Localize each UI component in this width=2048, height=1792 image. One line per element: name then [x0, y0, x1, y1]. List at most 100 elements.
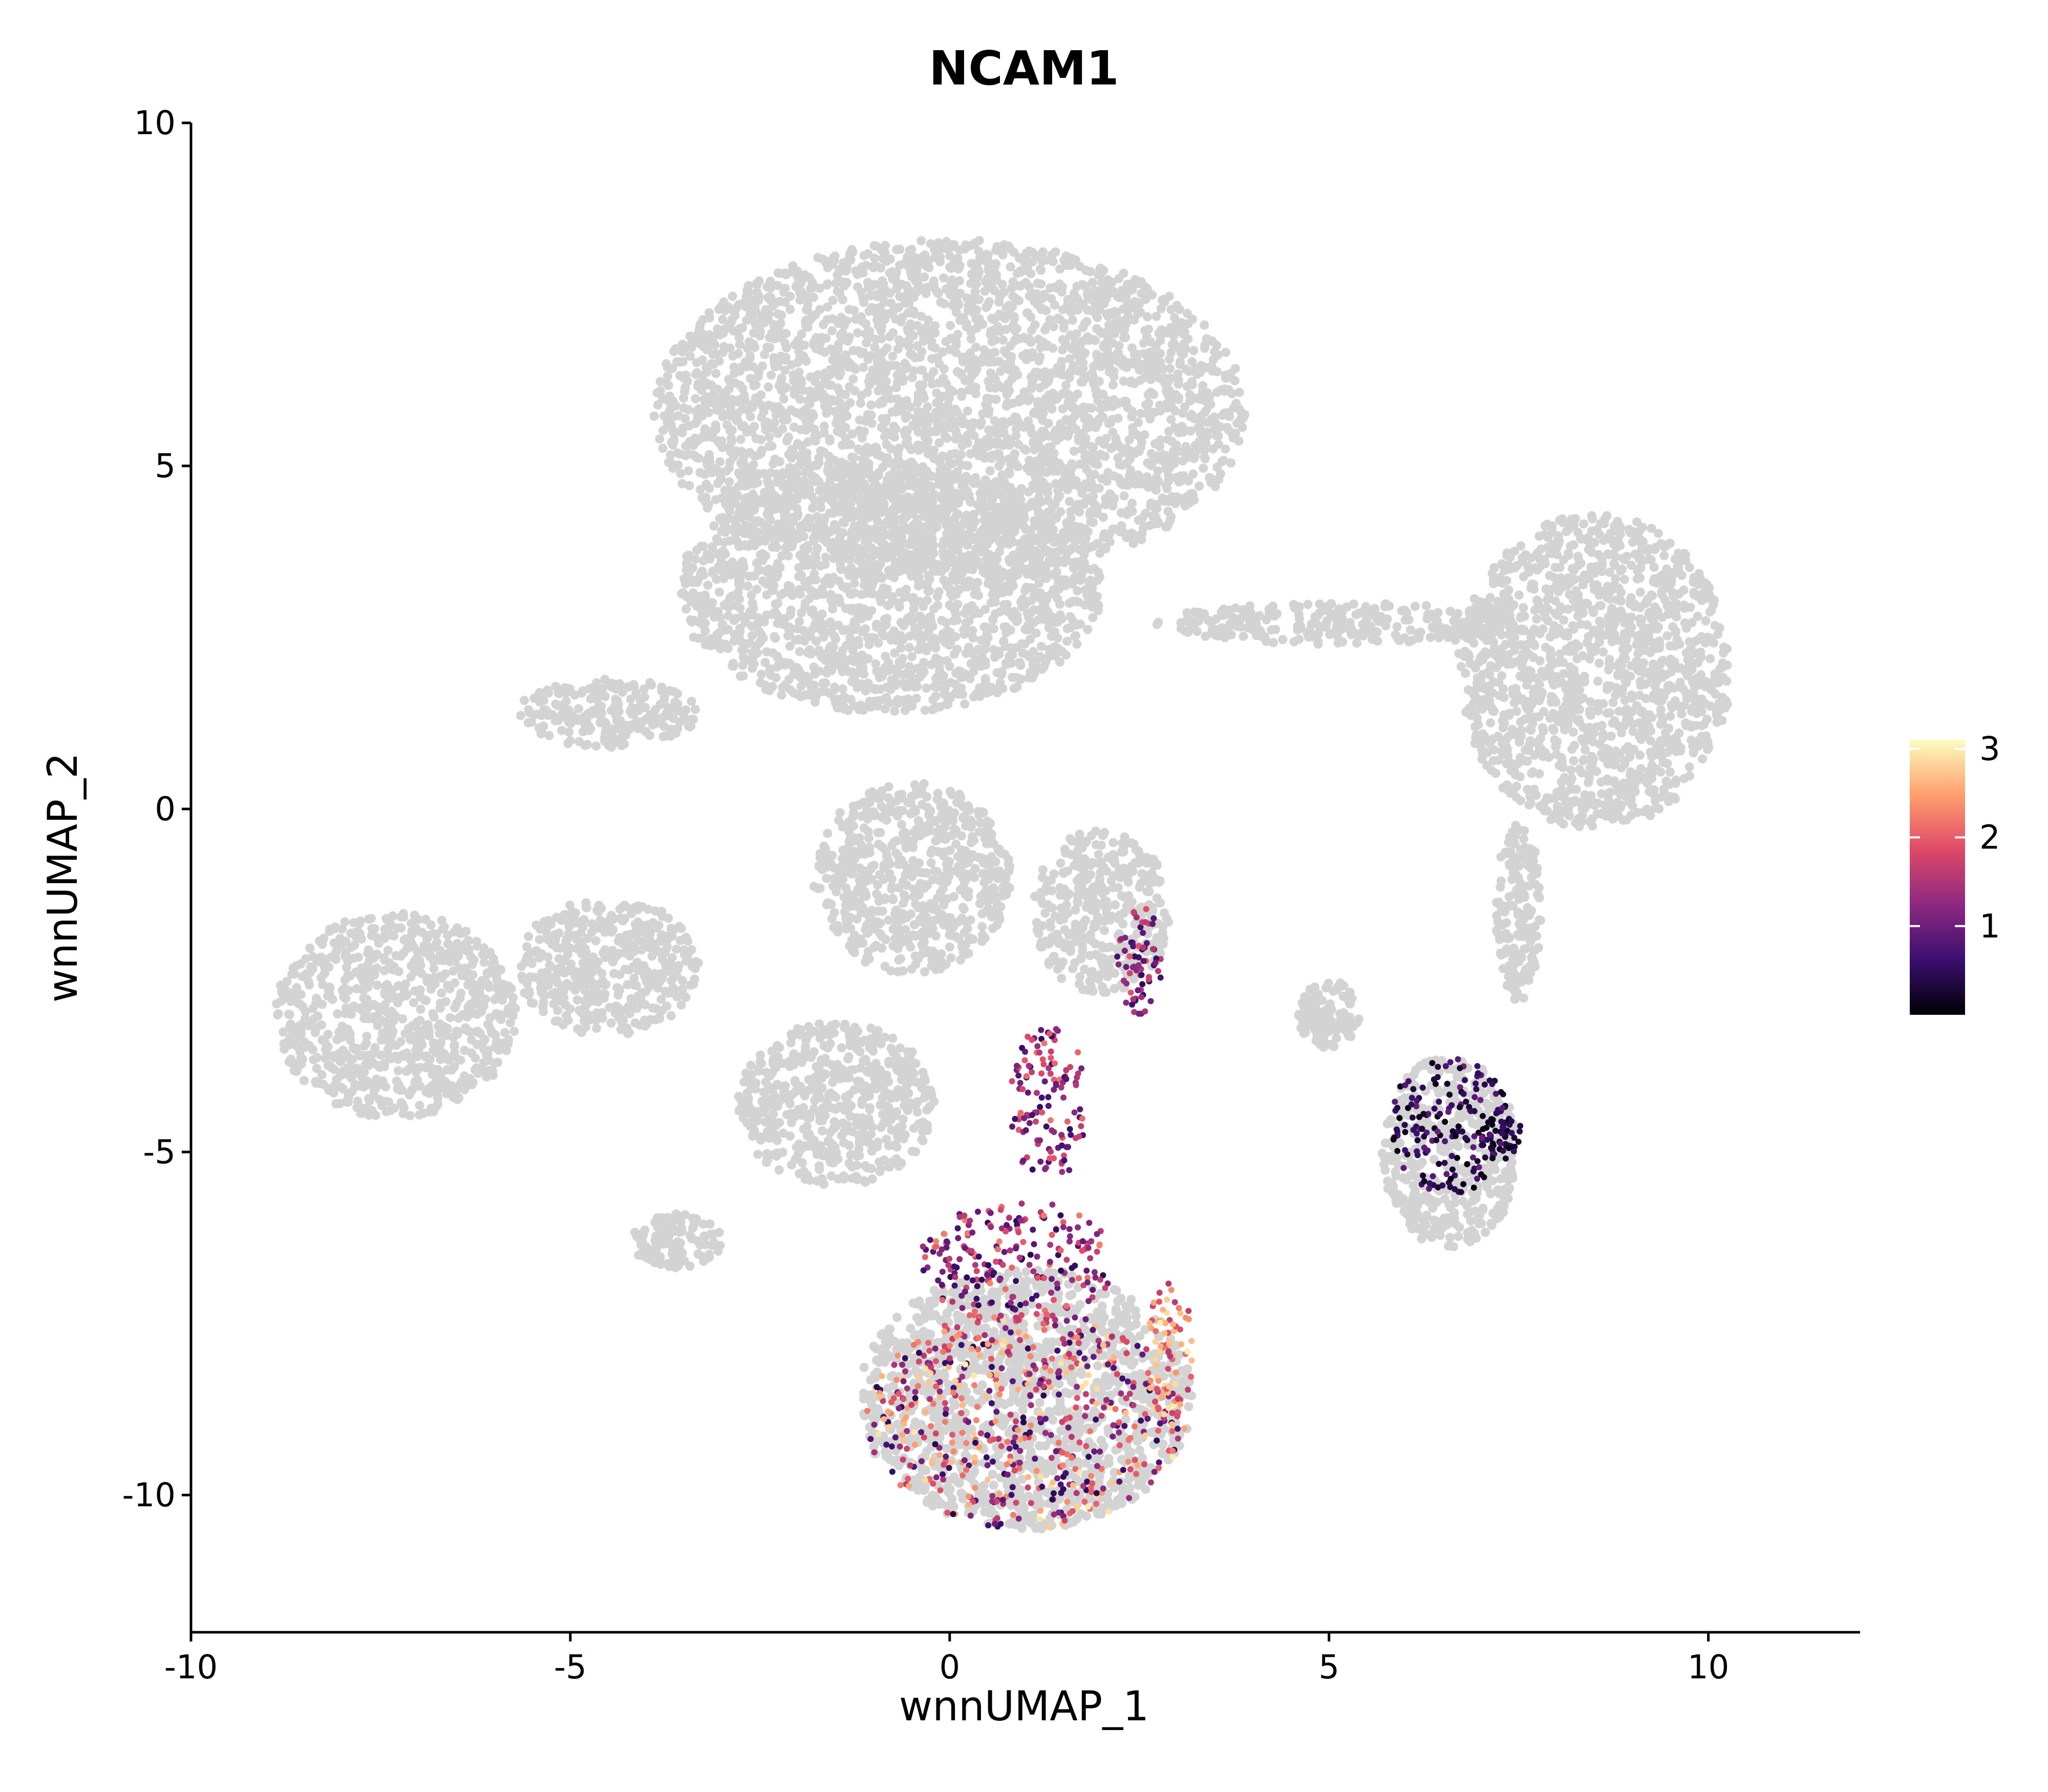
- background-cell-point: [939, 632, 949, 642]
- background-cell-point: [935, 404, 945, 414]
- background-cell-point: [1168, 324, 1178, 334]
- background-cell-point: [658, 443, 668, 453]
- background-cell-point: [689, 441, 698, 450]
- background-cell-point: [991, 395, 1001, 404]
- background-cell-point: [775, 296, 785, 306]
- background-cell-point: [800, 577, 809, 587]
- background-cell-point: [840, 541, 850, 551]
- background-cell-point: [723, 486, 732, 496]
- background-cell-point: [904, 342, 914, 351]
- background-cell-point: [953, 509, 963, 519]
- background-cell-point: [1163, 495, 1172, 505]
- background-cell-point: [885, 664, 895, 674]
- background-cell-point: [1127, 528, 1136, 538]
- background-cell-point: [1221, 444, 1230, 454]
- background-cell-point: [735, 339, 744, 349]
- background-cell-point: [684, 466, 693, 476]
- background-cell-point: [708, 598, 717, 607]
- background-cell-point: [930, 328, 940, 338]
- background-cell-point: [868, 365, 878, 375]
- background-cell-point: [824, 451, 834, 461]
- background-cell-point: [1079, 500, 1089, 509]
- background-cell-point: [855, 425, 864, 435]
- background-cell-point: [855, 495, 864, 504]
- background-cell-point: [953, 330, 963, 339]
- background-cell-point: [831, 368, 841, 378]
- background-cell-point: [952, 615, 962, 625]
- background-cell-point: [696, 434, 705, 443]
- background-cell-point: [790, 389, 799, 399]
- background-cell-point: [527, 717, 537, 727]
- background-cell-point: [794, 279, 804, 288]
- background-cell-point: [984, 527, 993, 537]
- background-cell-point: [764, 564, 774, 574]
- background-cell-point: [802, 520, 812, 530]
- background-cell-point: [1181, 442, 1191, 452]
- background-cell-point: [836, 398, 845, 408]
- background-cell-point: [798, 407, 808, 416]
- background-cell-point: [891, 383, 901, 393]
- background-cell-point: [996, 455, 1006, 464]
- background-cell-point: [889, 509, 898, 519]
- background-cell-point: [1071, 596, 1080, 606]
- background-cell-point: [1035, 264, 1045, 274]
- background-cell-point: [806, 461, 816, 471]
- background-cell-point: [1071, 503, 1080, 512]
- background-cell-point: [1099, 266, 1108, 275]
- background-cell-point: [1066, 544, 1076, 553]
- background-cell-point: [1118, 304, 1128, 314]
- background-cell-point: [708, 336, 717, 346]
- background-cell-point: [771, 673, 781, 682]
- background-cell-point: [723, 611, 733, 621]
- background-cell-point: [1050, 499, 1060, 509]
- background-cell-point: [842, 641, 851, 650]
- background-cell-point: [639, 684, 649, 694]
- background-cell-point: [781, 492, 791, 501]
- background-cell-point: [1072, 639, 1082, 649]
- background-cell-point: [817, 333, 826, 343]
- background-cell-point: [858, 268, 868, 278]
- background-cell-point: [856, 349, 866, 358]
- background-cell-point: [1047, 294, 1056, 304]
- background-cell-point: [801, 671, 810, 681]
- background-cell-point: [963, 558, 972, 567]
- background-cell-point: [770, 418, 779, 428]
- background-cell-point: [805, 631, 815, 641]
- background-cell-point: [678, 423, 688, 433]
- background-cell-point: [1177, 494, 1187, 504]
- background-cell-point: [872, 376, 882, 386]
- background-cell-point: [900, 592, 909, 602]
- background-cell-point: [831, 593, 841, 603]
- background-cell-point: [663, 371, 672, 381]
- background-cell-point: [918, 496, 927, 505]
- background-cell-point: [918, 366, 927, 375]
- background-cell-point: [695, 591, 705, 601]
- background-cell-point: [1057, 614, 1066, 624]
- background-cell-point: [731, 536, 740, 545]
- background-cell-point: [985, 536, 994, 545]
- background-cell-point: [1023, 620, 1033, 629]
- background-cell-point: [874, 673, 884, 682]
- background-cell-point: [1219, 456, 1229, 465]
- background-cell-point: [1092, 502, 1101, 511]
- background-cell-point: [1212, 388, 1222, 397]
- background-cell-point: [724, 477, 734, 486]
- background-cell-point: [912, 624, 922, 633]
- background-cell-point: [984, 265, 993, 275]
- background-cell-point: [810, 590, 820, 600]
- background-cell-point: [880, 520, 889, 529]
- background-cell-point: [986, 428, 996, 438]
- background-cell-point: [668, 396, 678, 406]
- background-cell-point: [910, 562, 920, 571]
- background-cell-point: [1006, 262, 1015, 272]
- background-cell-point: [691, 705, 700, 714]
- background-cell-point: [932, 682, 942, 692]
- background-cell-point: [1127, 499, 1137, 508]
- background-cell-point: [787, 477, 797, 486]
- background-cell-point: [822, 576, 832, 586]
- background-cell-point: [1187, 410, 1197, 419]
- background-cell-point: [1009, 312, 1019, 322]
- background-cell-point: [664, 457, 673, 467]
- background-cell-point: [841, 350, 851, 360]
- background-cell-point: [1007, 658, 1016, 668]
